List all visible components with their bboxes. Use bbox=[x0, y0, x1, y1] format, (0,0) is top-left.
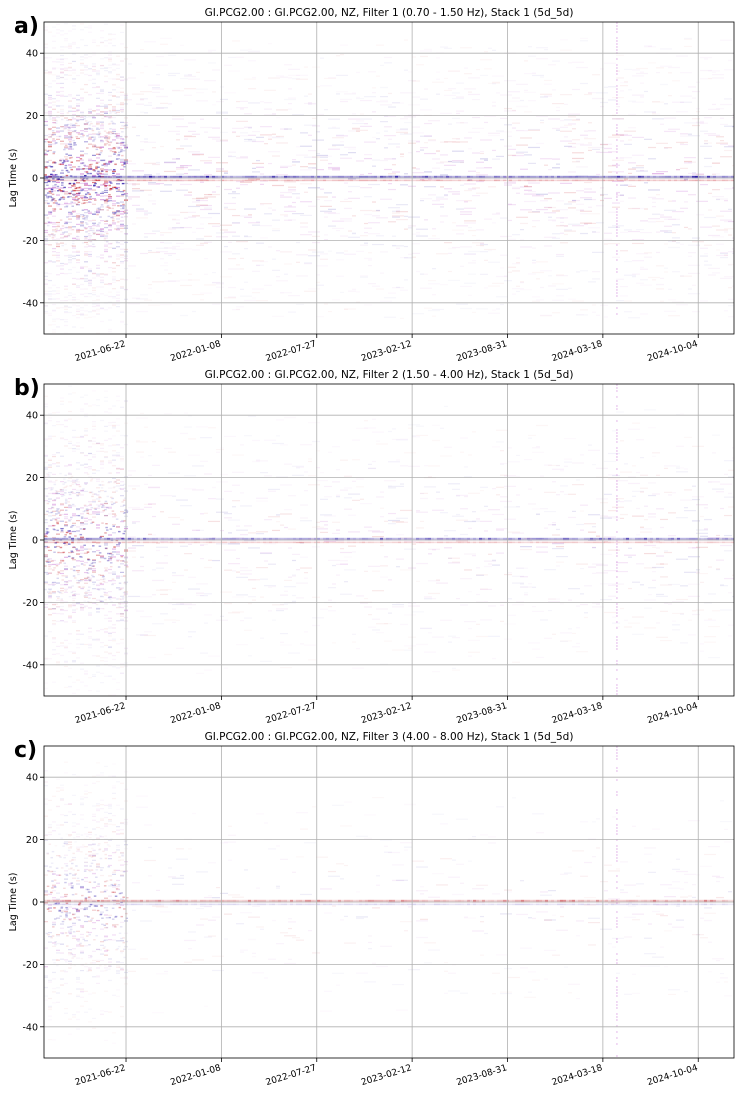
x-tick-label: 2021-06-22 bbox=[74, 701, 127, 724]
panel-label: b) bbox=[14, 376, 40, 401]
y-tick-label: 40 bbox=[26, 773, 38, 784]
x-tick-label: 2024-03-18 bbox=[551, 1063, 604, 1086]
x-tick-label: 2022-01-08 bbox=[169, 1063, 222, 1086]
y-tick-label: -20 bbox=[22, 960, 38, 971]
y-tick-label: 40 bbox=[26, 411, 38, 422]
y-tick-label: -40 bbox=[22, 1022, 38, 1033]
panel-label: a) bbox=[14, 14, 39, 39]
plot-area: 40 20 0 -20 -40 2021-06-22 2022-01-08 2022-07-2… bbox=[22, 383, 735, 724]
x-tick-label: 2024-10-04 bbox=[646, 339, 699, 362]
x-tick-label: 2023-08-31 bbox=[455, 1063, 508, 1086]
x-tick-label: 2021-06-22 bbox=[74, 339, 127, 362]
panel-a: a) GI.PCG2.00 : GI.PCG2.00, NZ, Filter 1… bbox=[0, 0, 735, 362]
x-tick-label: 2023-02-12 bbox=[360, 339, 413, 362]
x-tick-label: 2024-03-18 bbox=[551, 701, 604, 724]
y-tick-label: 20 bbox=[26, 111, 38, 122]
chart-title: GI.PCG2.00 : GI.PCG2.00, NZ, Filter 2 (1… bbox=[205, 369, 574, 381]
x-tick-label: 2022-07-27 bbox=[265, 339, 318, 362]
chart-title: GI.PCG2.00 : GI.PCG2.00, NZ, Filter 3 (4… bbox=[205, 731, 574, 743]
x-tick-label: 2023-02-12 bbox=[360, 701, 413, 724]
correlation-heatmap-a: GI.PCG2.00 : GI.PCG2.00, NZ, Filter 1 (0… bbox=[8, 7, 735, 362]
heatmap-cells bbox=[44, 746, 734, 1057]
x-tick-label: 2022-07-27 bbox=[265, 1063, 318, 1086]
panel-c: c) GI.PCG2.00 : GI.PCG2.00, NZ, Filter 3… bbox=[0, 724, 735, 1086]
grid bbox=[44, 22, 734, 334]
x-tick-label: 2024-10-04 bbox=[646, 1063, 699, 1086]
x-tick-label: 2022-01-08 bbox=[169, 701, 222, 724]
y-tick-label: -40 bbox=[22, 298, 38, 309]
x-tick-label: 2023-08-31 bbox=[455, 339, 508, 362]
y-tick-label: 20 bbox=[26, 473, 38, 484]
correlation-heatmap-b: GI.PCG2.00 : GI.PCG2.00, NZ, Filter 2 (1… bbox=[8, 369, 735, 724]
y-tick-label: 20 bbox=[26, 835, 38, 846]
x-tick-label: 2023-08-31 bbox=[455, 701, 508, 724]
y-tick-label: -20 bbox=[22, 598, 38, 609]
y-axis-label: Lag Time (s) bbox=[8, 511, 19, 570]
y-tick-label: 0 bbox=[32, 536, 38, 547]
grid bbox=[44, 746, 734, 1058]
plot-area: 40 20 0 -20 -40 2021-06-22 2022-01-08 2022-07-2… bbox=[22, 745, 735, 1086]
x-tick-label: 2021-06-22 bbox=[74, 1063, 127, 1086]
x-tick-label: 2023-02-12 bbox=[360, 1063, 413, 1086]
correlation-heatmap-c: GI.PCG2.00 : GI.PCG2.00, NZ, Filter 3 (4… bbox=[8, 731, 735, 1086]
y-tick-label: 0 bbox=[32, 898, 38, 909]
grid bbox=[44, 384, 734, 696]
y-axis-label: Lag Time (s) bbox=[8, 149, 19, 208]
heatmap-cells bbox=[44, 22, 734, 334]
chart-title: GI.PCG2.00 : GI.PCG2.00, NZ, Filter 1 (0… bbox=[205, 7, 574, 19]
x-tick-label: 2024-03-18 bbox=[551, 339, 604, 362]
y-tick-label: -20 bbox=[22, 236, 38, 247]
panel-b: b) GI.PCG2.00 : GI.PCG2.00, NZ, Filter 2… bbox=[0, 362, 735, 724]
panel-label: c) bbox=[14, 738, 38, 763]
y-tick-label: -40 bbox=[22, 660, 38, 671]
y-axis-label: Lag Time (s) bbox=[8, 873, 19, 932]
x-tick-label: 2024-10-04 bbox=[646, 701, 699, 724]
x-tick-label: 2022-01-08 bbox=[169, 339, 222, 362]
plot-area: 40 20 0 -20 -40 2021-06-22 2022-01-08 2022-07-2… bbox=[22, 21, 735, 362]
y-tick-label: 0 bbox=[32, 174, 38, 185]
y-tick-label: 40 bbox=[26, 49, 38, 60]
x-tick-label: 2022-07-27 bbox=[265, 701, 318, 724]
